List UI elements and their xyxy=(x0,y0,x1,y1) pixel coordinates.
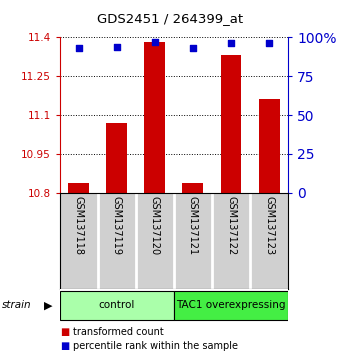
Text: strain: strain xyxy=(2,300,31,310)
Bar xyxy=(68,183,89,193)
Text: TAC1 overexpressing: TAC1 overexpressing xyxy=(176,299,286,310)
Text: GSM137121: GSM137121 xyxy=(188,196,198,255)
Text: GSM137123: GSM137123 xyxy=(264,196,274,255)
FancyBboxPatch shape xyxy=(60,291,174,320)
Point xyxy=(114,44,119,49)
Text: ▶: ▶ xyxy=(44,300,53,310)
Text: control: control xyxy=(99,299,135,310)
Text: percentile rank within the sample: percentile rank within the sample xyxy=(73,341,238,351)
Point xyxy=(190,45,196,51)
Text: ■: ■ xyxy=(60,341,69,351)
Point xyxy=(228,41,234,46)
Point xyxy=(152,39,158,45)
Point xyxy=(266,41,272,46)
Bar xyxy=(182,183,204,193)
Bar xyxy=(106,123,127,193)
Bar xyxy=(144,42,165,193)
Bar xyxy=(221,55,241,193)
Point xyxy=(76,45,81,51)
Text: transformed count: transformed count xyxy=(73,327,164,337)
Text: GSM137119: GSM137119 xyxy=(112,196,122,255)
Text: GSM137122: GSM137122 xyxy=(226,196,236,255)
Text: GDS2451 / 264399_at: GDS2451 / 264399_at xyxy=(98,12,243,25)
Bar xyxy=(258,99,280,193)
Text: ■: ■ xyxy=(60,327,69,337)
Text: GSM137120: GSM137120 xyxy=(150,196,160,255)
FancyBboxPatch shape xyxy=(174,291,288,320)
Text: GSM137118: GSM137118 xyxy=(74,196,84,255)
